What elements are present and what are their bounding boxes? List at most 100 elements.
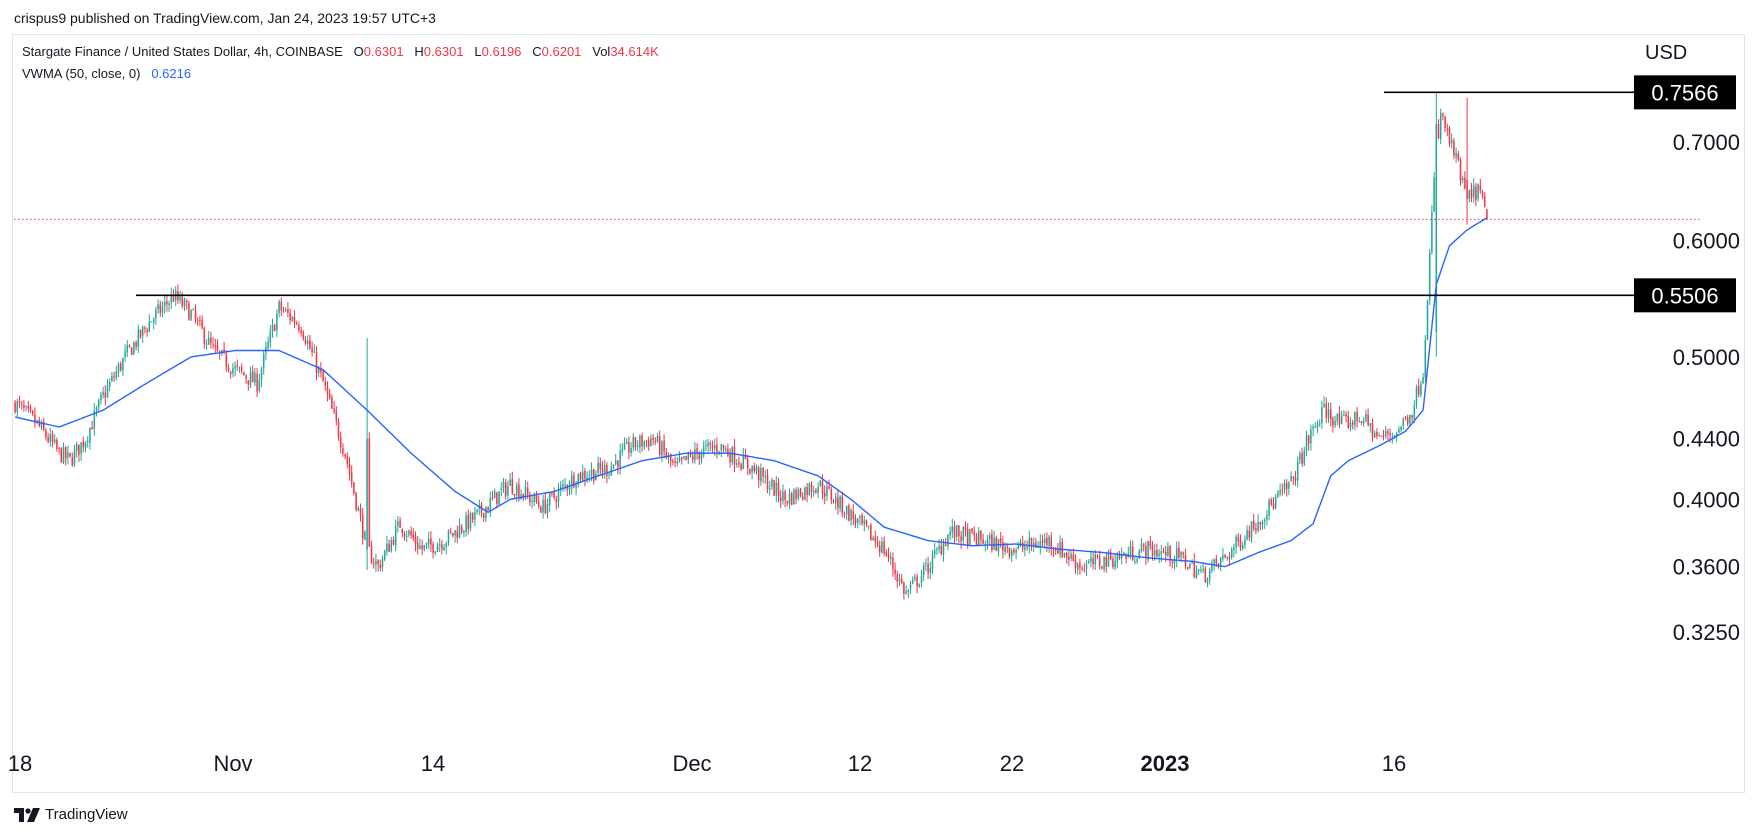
candle [779,489,782,509]
candle [828,479,830,490]
candle [804,486,806,501]
candle [388,539,390,553]
candle [542,494,544,519]
candle [614,453,617,466]
candle [1387,428,1389,441]
candle [476,509,478,515]
candle [144,325,146,334]
candle [1371,418,1374,442]
candle [502,477,505,493]
candle [540,505,542,514]
candle [1219,556,1222,572]
candle [705,439,707,452]
candle [1340,410,1343,425]
candle [414,531,417,552]
candle [403,531,406,541]
candle [634,436,637,451]
candle [430,531,432,552]
candle [775,475,778,503]
candle [1259,521,1262,531]
horizontal-levels-group: 0.7566 0.5506 [136,75,1736,313]
candle [291,315,294,322]
candle [480,501,483,518]
indicator-title[interactable]: VWMA (50, close, 0) [22,66,141,81]
candle [1068,549,1070,567]
candle [493,488,496,499]
candle [469,511,472,532]
candle [1290,471,1292,482]
candle [333,400,335,414]
indicator-legend[interactable]: VWMA (50, close, 0) 0.6216 [22,66,191,81]
candle [29,404,32,414]
candle [920,569,923,588]
candle [905,585,907,595]
candle [977,527,980,547]
candle [23,399,25,412]
candle [762,467,764,484]
candle [124,344,126,363]
candle [247,380,250,391]
candle [1411,414,1413,423]
candle [876,536,879,548]
candle [1470,183,1473,203]
candle [1109,548,1112,561]
candle [434,550,437,556]
level-price-label: 0.7566 [1651,80,1718,105]
candle [1354,411,1356,431]
candle [447,529,450,547]
candle [1050,532,1053,556]
candle [102,386,104,399]
candle [711,440,714,453]
candle [1092,552,1094,570]
candle [949,526,951,541]
candle [289,308,291,325]
candle [465,511,467,537]
candle [73,444,76,467]
candle [1343,410,1345,417]
chart-frame[interactable] [12,34,1745,793]
candle [1457,150,1460,162]
candle [218,350,221,360]
level-price-label: 0.5506 [1651,283,1718,308]
candle [225,349,228,372]
y-tick-label: 0.4000 [1673,487,1740,512]
candle [863,515,866,532]
level-price-label-bg [1634,75,1736,110]
candle [397,515,399,533]
candle [617,460,619,475]
candle [1197,568,1200,576]
candle [597,456,599,477]
symbol-title[interactable]: Stargate Finance / United States Dollar,… [22,44,343,59]
candle [56,437,58,452]
tradingview-brand[interactable]: TradingView [14,806,128,823]
candle [254,367,256,387]
candle [1314,422,1317,429]
candle [95,405,98,417]
candle [654,437,657,445]
candle [1336,413,1339,426]
candle [309,334,311,350]
candle [1255,522,1257,535]
symbol-legend[interactable]: Stargate Finance / United States Dollar,… [22,44,659,59]
candle [267,336,269,351]
currency-label[interactable]: USD [1645,42,1688,64]
candle [570,470,573,495]
candle [40,419,43,430]
candle [1365,409,1367,423]
candle [256,367,258,398]
candle [845,505,848,521]
candle [419,538,421,550]
candle [170,287,173,309]
candle [1292,476,1295,486]
candle [641,432,643,452]
candle [663,434,665,459]
candle [262,349,265,375]
candle [293,310,296,329]
candle [1070,551,1072,562]
candle [962,526,965,546]
candle [951,518,954,539]
candle [1281,483,1284,496]
candle [892,552,894,577]
candle [115,365,118,381]
